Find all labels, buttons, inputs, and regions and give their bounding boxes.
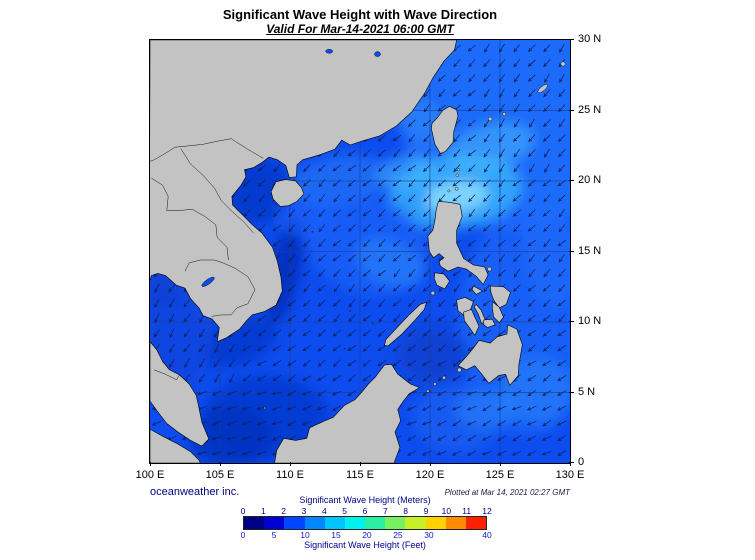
colorbar-segment xyxy=(264,517,285,529)
colorbar-segment xyxy=(304,517,325,529)
feet-tick-label: 40 xyxy=(482,530,492,540)
x-axis-label: 125 E xyxy=(478,462,522,481)
meters-tick-label: 10 xyxy=(441,506,452,516)
feet-tick-label: 20 xyxy=(362,530,372,540)
y-axis-label: 10 N xyxy=(569,315,614,327)
chart-subtitle: Valid For Mar-14-2021 06:00 GMT xyxy=(266,22,454,36)
legend-feet-ticks: 0 5 10 15 20 25 30 40 xyxy=(240,530,492,540)
colorbar-segment xyxy=(445,517,466,529)
land-samar xyxy=(489,285,511,309)
feet-tick-label: 30 xyxy=(424,530,434,540)
land-negros xyxy=(463,309,480,336)
land-mindoro xyxy=(433,272,450,290)
meters-tick-label: 6 xyxy=(362,506,368,516)
y-axis-label: 20 N xyxy=(569,174,614,186)
x-axis-label: 105 E xyxy=(198,462,242,481)
land-leyte xyxy=(492,301,504,323)
land-malay xyxy=(150,341,210,447)
feet-tick-label: 0 xyxy=(240,530,246,540)
meters-tick-label: 3 xyxy=(301,506,307,516)
y-axis-label: 15 N xyxy=(569,245,614,257)
meters-tick-label: 11 xyxy=(462,506,472,516)
land-sumatra xyxy=(150,428,201,463)
feet-tick-label: 5 xyxy=(271,530,277,540)
meters-tick-label: 8 xyxy=(403,506,409,516)
legend-feet-title: Significant Wave Height (Feet) xyxy=(304,540,426,550)
x-axis-label: 100 E xyxy=(128,462,172,481)
meters-tick-label: 7 xyxy=(382,506,388,516)
legend-meters-ticks: 0 1 2 3 4 5 6 7 8 9 10 11 12 xyxy=(240,506,492,516)
wave-map xyxy=(150,40,570,463)
land-luzon xyxy=(427,201,489,285)
x-axis-label: 130 E xyxy=(548,462,592,481)
x-axis-label: 120 E xyxy=(408,462,452,481)
colorbar-segment xyxy=(425,517,446,529)
meters-tick-label: 9 xyxy=(423,506,429,516)
land-mindanao xyxy=(457,324,523,386)
meters-tick-label: 1 xyxy=(260,506,266,516)
feet-tick-label: 10 xyxy=(300,530,310,540)
land-taiwan xyxy=(431,106,459,154)
y-axis-label: 0 xyxy=(569,456,614,468)
meters-tick-label: 5 xyxy=(342,506,348,516)
legend-meters-title: Significant Wave Height (Meters) xyxy=(299,495,431,505)
colorbar-segment xyxy=(365,517,386,529)
colorbar-segment xyxy=(465,517,487,529)
meters-tick-label: 4 xyxy=(321,506,327,516)
land-hainan xyxy=(270,179,305,207)
x-axis-label: 115 E xyxy=(338,462,382,481)
land-borneo xyxy=(274,364,420,463)
y-axis-label: 25 N xyxy=(569,104,614,116)
feet-tick-label: 25 xyxy=(393,530,403,540)
feet-tick-label: 15 xyxy=(331,530,341,540)
land-bohol xyxy=(482,318,496,328)
chart-title: Significant Wave Height with Wave Direct… xyxy=(222,7,498,22)
colorbar-segment xyxy=(244,517,265,529)
map-frame xyxy=(149,39,571,464)
meters-tick-label: 12 xyxy=(482,506,492,516)
colorbar-segment xyxy=(344,517,366,529)
plotted-timestamp: Plotted at Mar 14, 2021 02:27 GMT xyxy=(444,488,570,497)
land-palawan xyxy=(384,302,427,347)
y-axis-label: 5 N xyxy=(569,386,614,398)
meters-tick-label: 2 xyxy=(281,506,287,516)
colorbar-segment xyxy=(385,517,406,529)
land-masbate xyxy=(471,285,483,295)
legend-colorbar xyxy=(243,516,487,530)
colorbar-segment xyxy=(284,517,305,529)
colorbar-segment xyxy=(405,517,426,529)
land-cebu xyxy=(473,304,486,325)
x-axis-label: 110 E xyxy=(268,462,312,481)
credit-text: oceanweather inc. xyxy=(150,486,240,498)
y-axis-label: 30 N xyxy=(569,33,614,45)
land-mainland xyxy=(150,40,457,342)
colorbar-segment xyxy=(324,517,345,529)
meters-tick-label: 0 xyxy=(240,506,246,516)
